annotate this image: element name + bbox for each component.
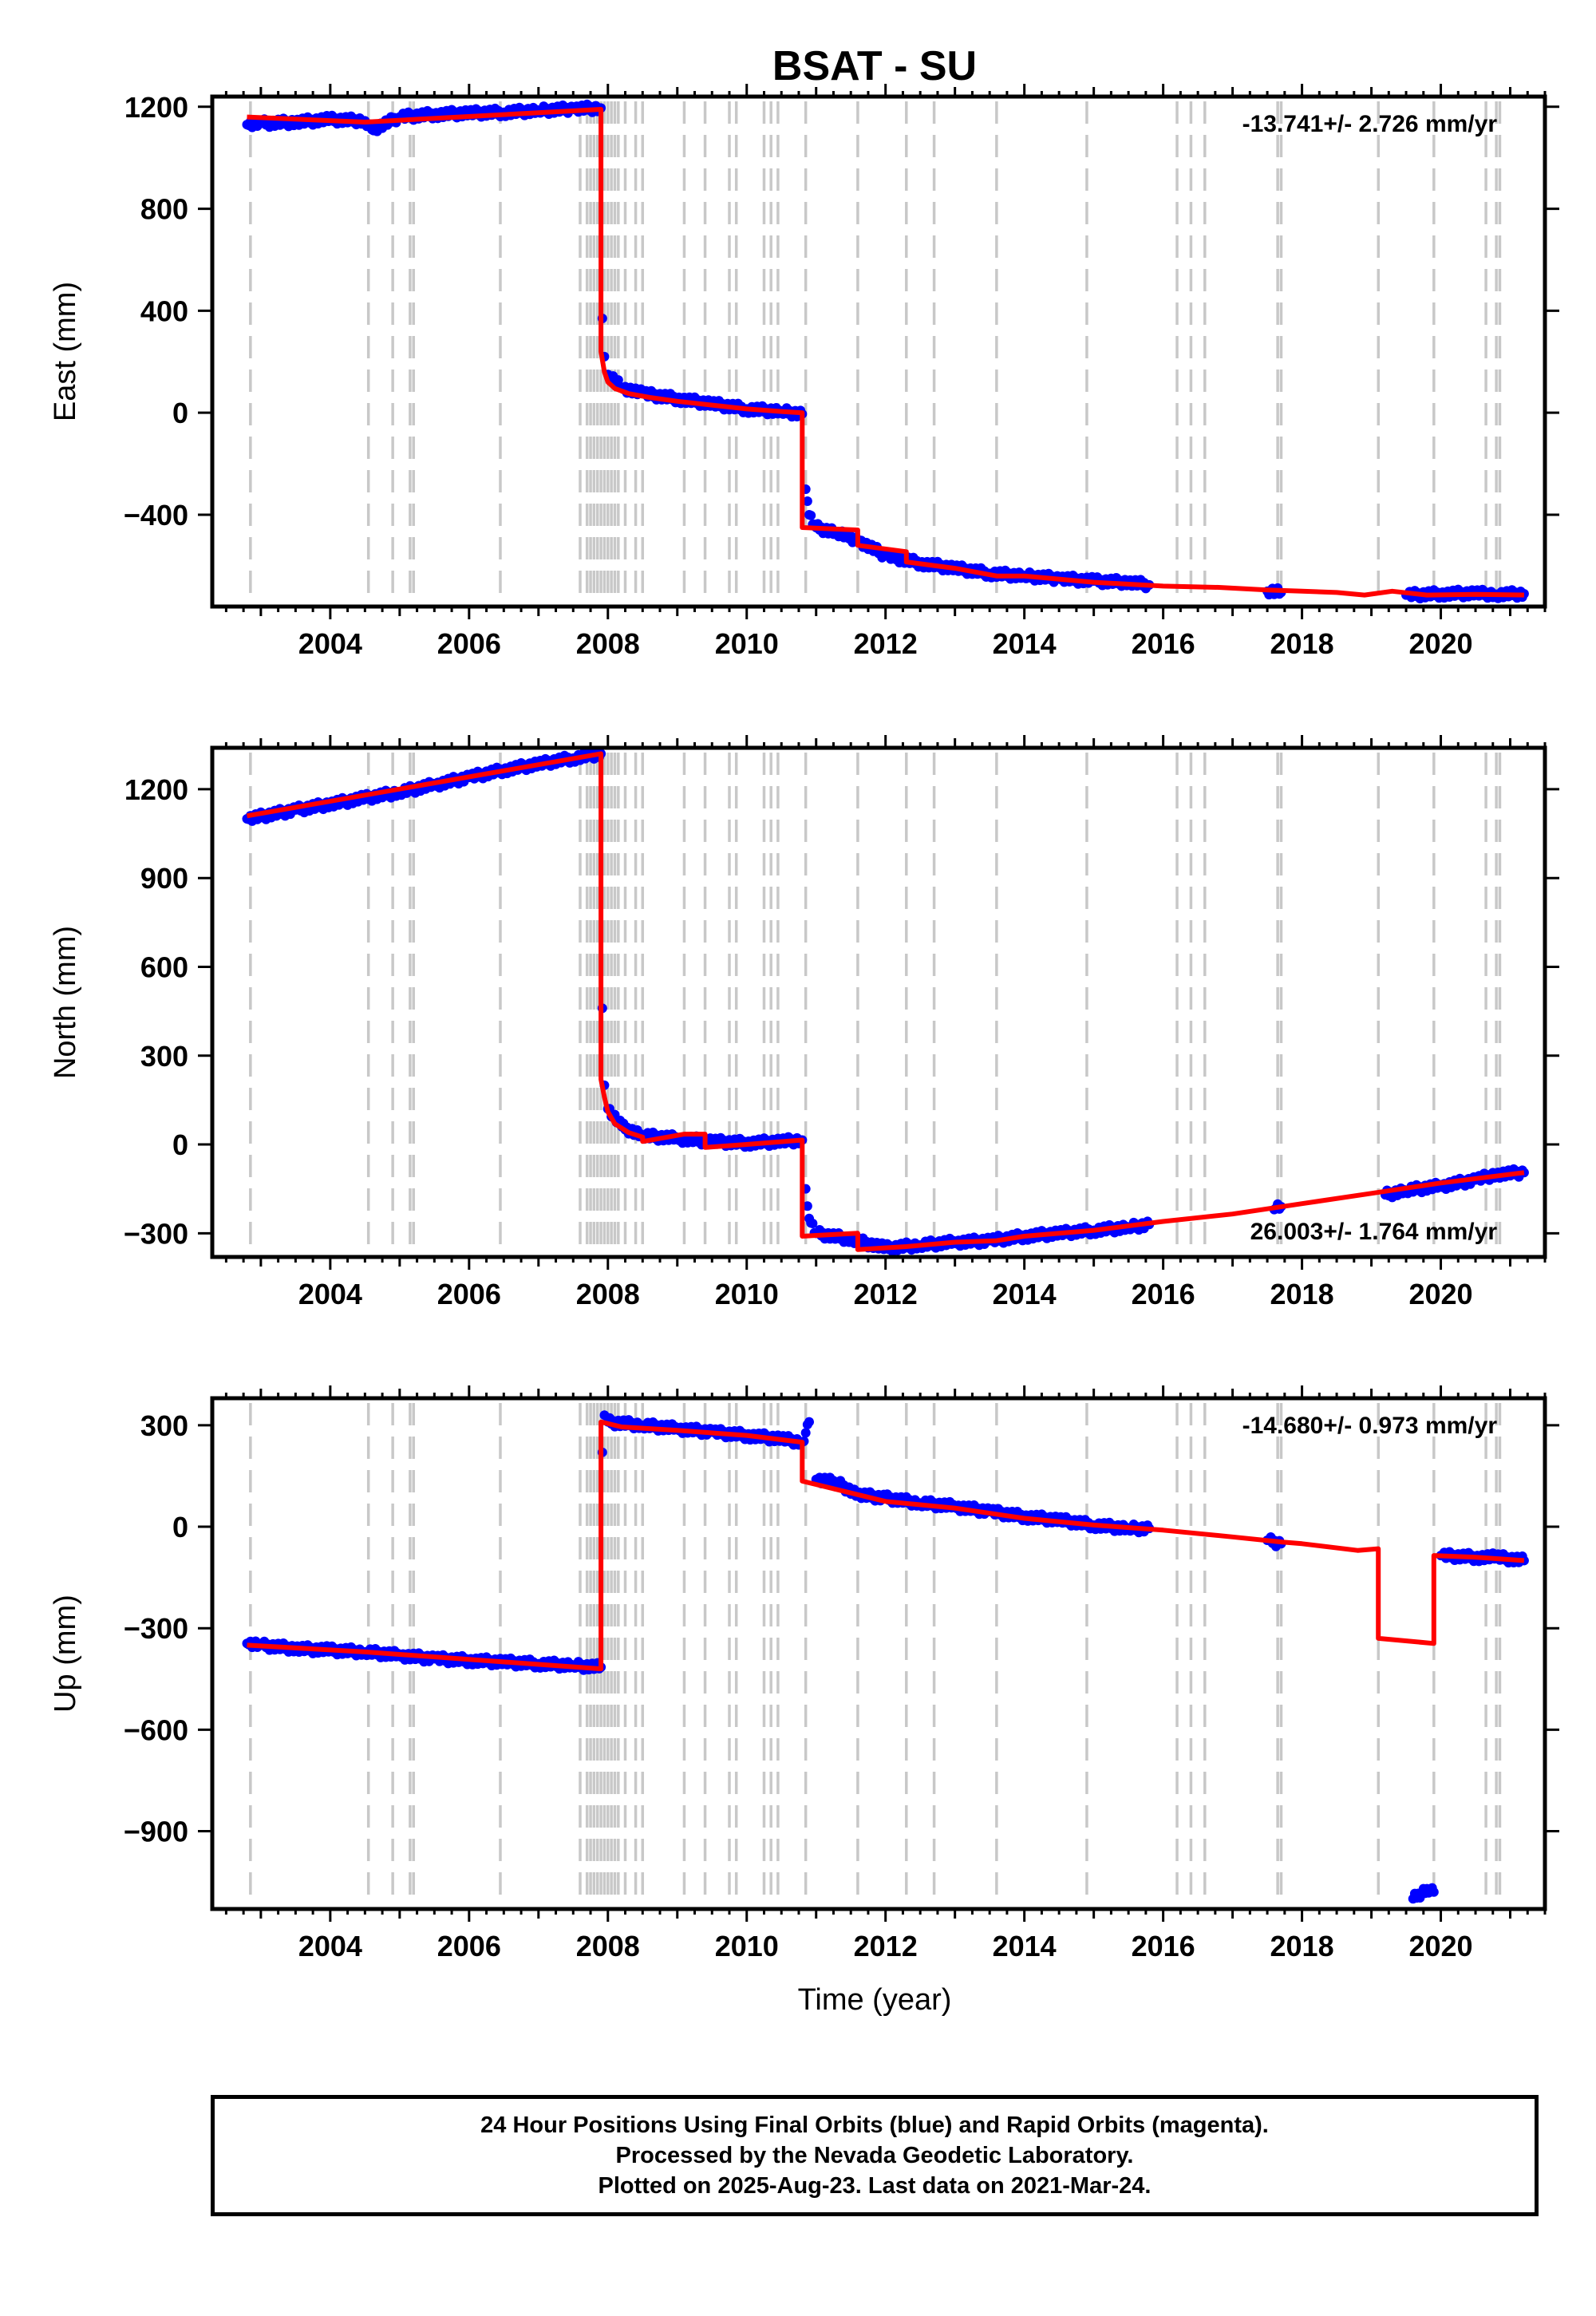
y-tick-label: 0	[172, 1128, 188, 1161]
panel-2: 2004 2006 2008 2010 2012 2014 2016 2018 2020 1200…	[49, 735, 1559, 1310]
x-tick-label: 2016	[1132, 1930, 1195, 1962]
y-tick-label: 0	[172, 1511, 188, 1543]
rate-annotation: -14.680+/- 0.973 mm/yr	[1242, 1413, 1498, 1439]
x-tick-label: 2010	[715, 627, 779, 660]
y-tick-label: 900	[140, 862, 188, 895]
x-axis-label: Time (year)	[798, 1983, 952, 2017]
plot-frame	[210, 745, 1547, 1259]
x-tick-label: 2012	[854, 1930, 918, 1962]
data-point	[804, 1417, 815, 1427]
data-point	[802, 496, 812, 506]
y-tick-label: 300	[140, 1409, 188, 1442]
x-tick-label: 2010	[715, 1930, 779, 1962]
panel-1: 2004 2006 2008 2010 2012 2014 2016 2018 2020 1200…	[49, 84, 1559, 660]
x-tick-label: 2012	[854, 627, 918, 660]
x-tick-label: 2008	[576, 627, 640, 660]
y-tick-label: 400	[140, 294, 188, 327]
x-tick-label: 2020	[1408, 1930, 1472, 1962]
data-point	[800, 1428, 811, 1438]
x-tick-label: 2020	[1408, 1278, 1472, 1310]
footer-line-2: Processed by the Nevada Geodetic Laborat…	[615, 2143, 1134, 2168]
y-axis-label: North (mm)	[49, 926, 82, 1079]
x-tick-label: 2004	[298, 1278, 362, 1310]
x-tick-label: 2006	[437, 1930, 501, 1962]
rate-annotation: -13.741+/- 2.726 mm/yr	[1242, 111, 1498, 137]
data-point	[808, 1218, 818, 1228]
y-tick-label: 800	[140, 193, 188, 226]
model-line	[247, 107, 1524, 598]
x-tick-label: 2004	[298, 627, 362, 660]
plot-frame	[210, 1396, 1547, 1911]
y-tick-label: −300	[124, 1612, 188, 1645]
footer-caption-box: 24 Hour Positions Using Final Orbits (bl…	[211, 2095, 1539, 2216]
data-point	[806, 510, 816, 520]
y-tick-label: 600	[140, 951, 188, 983]
x-tick-label: 2016	[1132, 627, 1195, 660]
footer-line-3: Plotted on 2025-Aug-23. Last data on 202…	[598, 2173, 1152, 2199]
y-tick-label: −300	[124, 1217, 188, 1250]
y-tick-label: 1200	[124, 91, 188, 124]
y-tick-label: −600	[124, 1713, 188, 1746]
x-tick-label: 2018	[1270, 1278, 1334, 1310]
x-tick-label: 2014	[993, 627, 1057, 660]
x-tick-label: 2016	[1132, 1278, 1195, 1310]
x-tick-label: 2008	[576, 1278, 640, 1310]
y-tick-label: −400	[124, 499, 188, 532]
y-axis-label: East (mm)	[49, 282, 82, 421]
footer-line-1: 24 Hour Positions Using Final Orbits (bl…	[480, 2112, 1269, 2138]
x-tick-label: 2006	[437, 627, 501, 660]
plot-area	[242, 748, 1529, 1257]
y-tick-label: 0	[172, 397, 188, 429]
x-tick-label: 2004	[298, 1930, 362, 1962]
plot-area	[242, 1403, 1529, 1904]
x-tick-label: 2006	[437, 1278, 501, 1310]
y-tick-label: 300	[140, 1040, 188, 1073]
x-tick-label: 2012	[854, 1278, 918, 1310]
x-tick-label: 2014	[993, 1930, 1057, 1962]
panel-3: 2004 2006 2008 2010 2012 2014 2016 2018 2020 300 0…	[49, 1385, 1559, 1962]
chart-title: BSAT - SU	[772, 43, 977, 89]
y-tick-label: −900	[124, 1816, 188, 1848]
data-point	[613, 375, 623, 385]
x-tick-label: 2018	[1270, 627, 1334, 660]
rate-annotation: 26.003+/- 1.764 mm/yr	[1250, 1219, 1498, 1245]
data-point	[1428, 1887, 1439, 1897]
x-tick-label: 2018	[1270, 1930, 1334, 1962]
y-tick-label: 1200	[124, 773, 188, 806]
plot-frame	[210, 94, 1547, 609]
plot-area	[242, 99, 1529, 604]
y-axis-label: Up (mm)	[49, 1595, 82, 1713]
data-point	[802, 1201, 812, 1211]
x-tick-label: 2020	[1408, 627, 1472, 660]
x-tick-label: 2008	[576, 1930, 640, 1962]
model-line	[246, 751, 1525, 1252]
model-line	[247, 1419, 1525, 1672]
x-tick-label: 2010	[715, 1278, 779, 1310]
x-tick-label: 2014	[993, 1278, 1057, 1310]
